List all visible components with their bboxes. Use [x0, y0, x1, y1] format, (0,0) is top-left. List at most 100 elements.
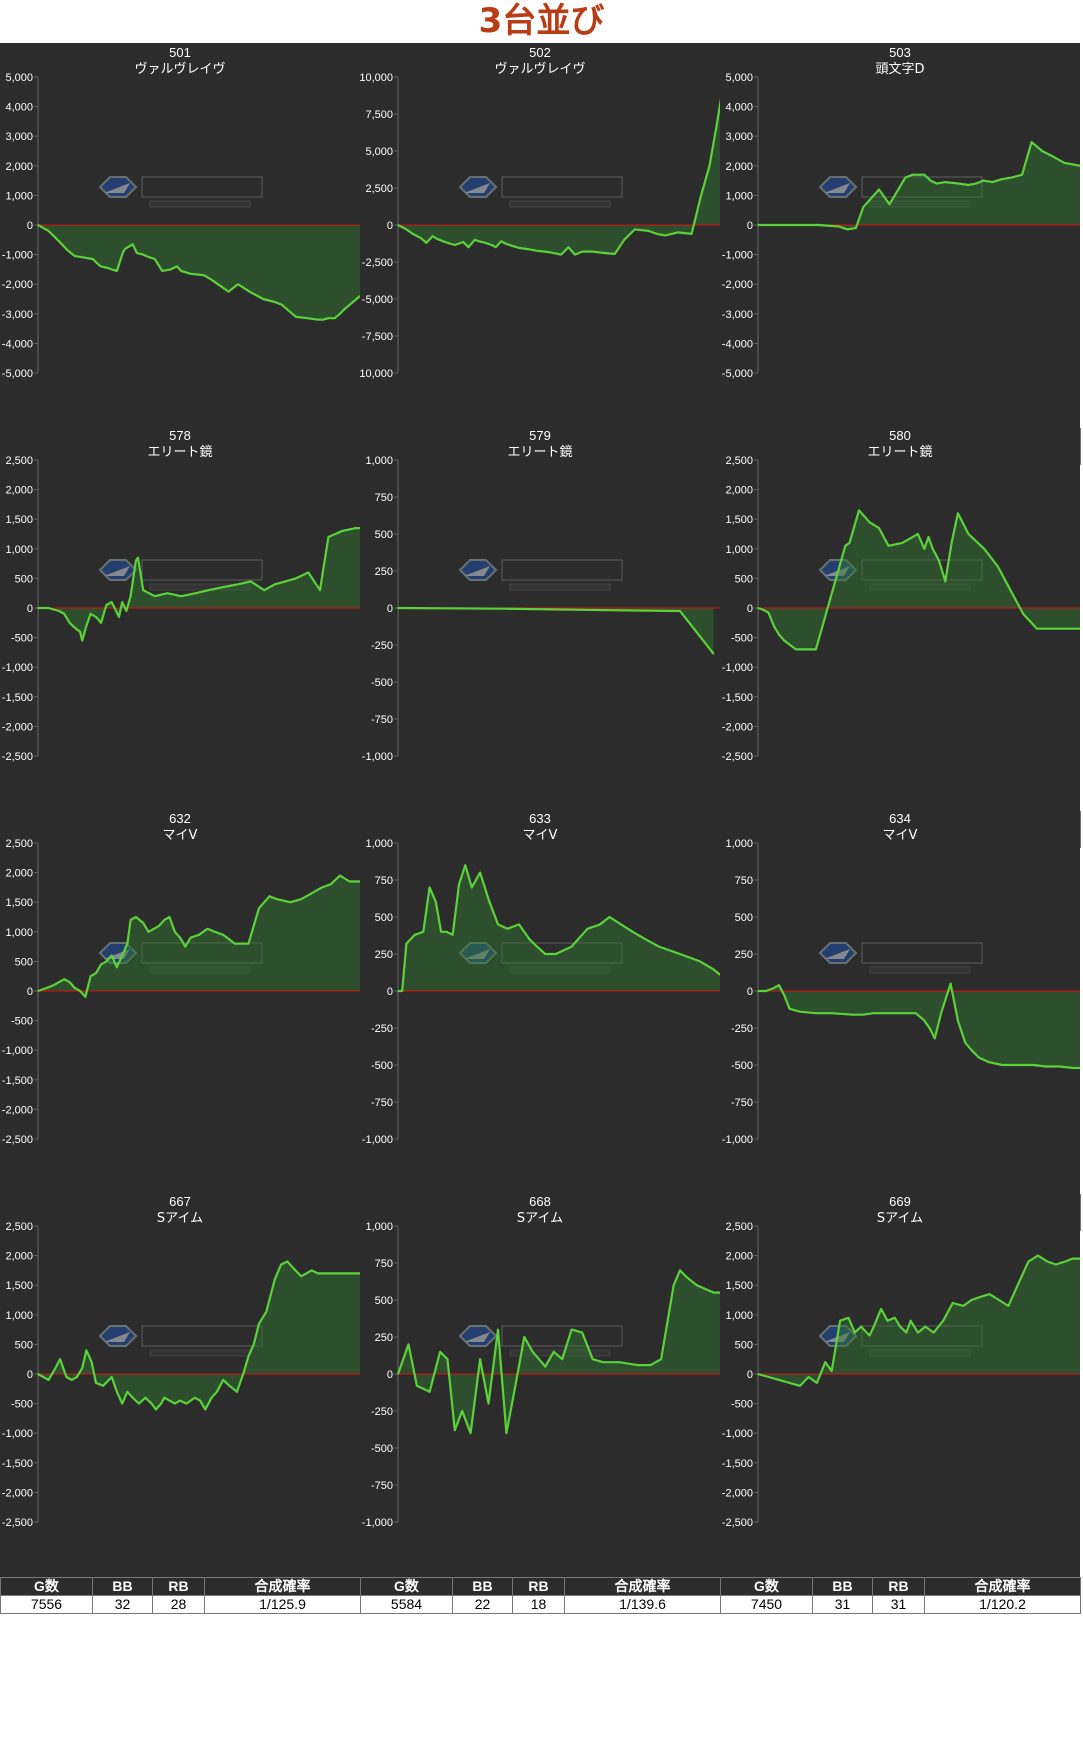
data-point	[151, 1403, 153, 1405]
data-point	[458, 883, 460, 885]
y-tick-label: 5,000	[725, 72, 753, 84]
data-point	[647, 230, 649, 232]
y-tick-label: -2,500	[722, 1517, 753, 1529]
data-point	[71, 1379, 73, 1381]
y-tick-label: 0	[387, 986, 393, 998]
data-point	[997, 566, 999, 568]
balance-line	[37, 874, 360, 998]
value-rate: 1/139.6	[564, 1595, 721, 1614]
header-rb: RB	[872, 1577, 925, 1596]
data-point	[227, 291, 230, 293]
data-point	[166, 592, 168, 594]
data-point	[132, 1397, 134, 1399]
machine-name: エリート鏡	[867, 445, 932, 460]
data-point	[932, 548, 934, 550]
data-point	[292, 1266, 294, 1268]
data-point	[1021, 174, 1023, 176]
data-point	[815, 1012, 817, 1014]
machine-number: 668	[529, 1194, 551, 1209]
y-tick-label: -1,000	[722, 662, 753, 674]
data-point	[607, 609, 610, 611]
data-point	[1046, 1260, 1048, 1263]
data-point	[1001, 178, 1003, 180]
y-tick-label: -500	[11, 633, 33, 645]
data-point	[263, 589, 265, 591]
data-point	[42, 1376, 44, 1378]
data-point	[923, 1020, 925, 1022]
balance-area	[398, 865, 720, 991]
data-point	[317, 1272, 319, 1274]
data-point	[53, 1370, 55, 1372]
data-point	[125, 610, 127, 612]
data-point	[435, 901, 437, 903]
data-point	[174, 1403, 176, 1405]
data-point	[696, 1284, 698, 1286]
data-point	[586, 928, 588, 930]
machine-number: 503	[889, 45, 911, 60]
data-point	[868, 1334, 871, 1337]
y-tick-label: 2,500	[5, 1221, 33, 1233]
data-point	[988, 1293, 991, 1295]
data-point	[414, 934, 416, 936]
y-tick-label: 2,000	[725, 161, 753, 173]
y-tick-label: 500	[735, 1339, 753, 1351]
data-point	[912, 174, 914, 176]
machine-chart-669: 669 Sアイム 2,500 2,000 1,500 1,000 500 0 -500 -1,00…	[720, 1192, 1080, 1577]
data-point	[353, 1272, 355, 1274]
data-point	[571, 946, 573, 948]
data-point	[47, 607, 50, 609]
data-point	[412, 233, 414, 235]
data-point	[58, 240, 60, 242]
balance-area	[758, 510, 1080, 650]
data-point	[170, 268, 172, 270]
machine-name: ヴァルヴレイヴ	[134, 61, 225, 77]
header-bb: BB	[92, 1577, 153, 1596]
chart-background	[0, 43, 360, 428]
y-tick-label: -2,000	[2, 279, 33, 291]
y-tick-label: -1,000	[722, 250, 753, 262]
data-point	[888, 203, 891, 205]
data-point	[1079, 165, 1080, 167]
data-point	[69, 981, 71, 983]
data-point	[206, 928, 208, 930]
data-point	[154, 258, 156, 260]
data-point	[136, 252, 138, 254]
data-point	[602, 1361, 604, 1363]
data-point	[686, 1277, 688, 1279]
data-point	[190, 937, 192, 939]
data-point	[592, 251, 594, 253]
data-point	[95, 1382, 97, 1384]
y-tick-label: 1,500	[725, 1280, 753, 1292]
data-point	[432, 235, 434, 237]
slot-chart-633: 633マイV1,0007505002500-250-500-750-1,000G…	[360, 809, 721, 1232]
data-point	[222, 934, 224, 936]
machine-chart-667: 667 Sアイム 2,500 2,000 1,500 1,000 500 0 -500 -1,00…	[0, 1192, 360, 1577]
machine-chart-632: 632 マイV 2,500 2,000 1,500 1,000 500 0 -500 -1,000…	[0, 809, 360, 1194]
data-point	[1063, 162, 1065, 164]
y-tick-label: -3,000	[2, 309, 33, 321]
data-point	[967, 533, 970, 535]
y-tick-label: -250	[371, 1023, 393, 1035]
data-point	[560, 254, 562, 256]
data-point	[637, 1364, 639, 1366]
data-point	[795, 648, 797, 650]
data-point	[66, 249, 69, 251]
data-point	[100, 265, 102, 267]
chart-background	[360, 809, 720, 1194]
y-tick-label: 2,500	[725, 1221, 753, 1233]
data-point	[716, 123, 718, 125]
data-point	[967, 184, 970, 186]
chart-background	[720, 43, 1080, 428]
data-point	[359, 880, 360, 883]
data-point	[92, 258, 94, 260]
data-point	[623, 239, 625, 241]
watermark-logo	[458, 176, 623, 208]
y-tick-label: -500	[731, 1060, 753, 1072]
data-point	[154, 595, 156, 597]
header-games: G数	[0, 1577, 93, 1596]
data-point	[757, 1373, 759, 1375]
data-point	[116, 1391, 118, 1393]
y-tick-label: 0	[387, 220, 393, 232]
data-point	[462, 241, 464, 243]
